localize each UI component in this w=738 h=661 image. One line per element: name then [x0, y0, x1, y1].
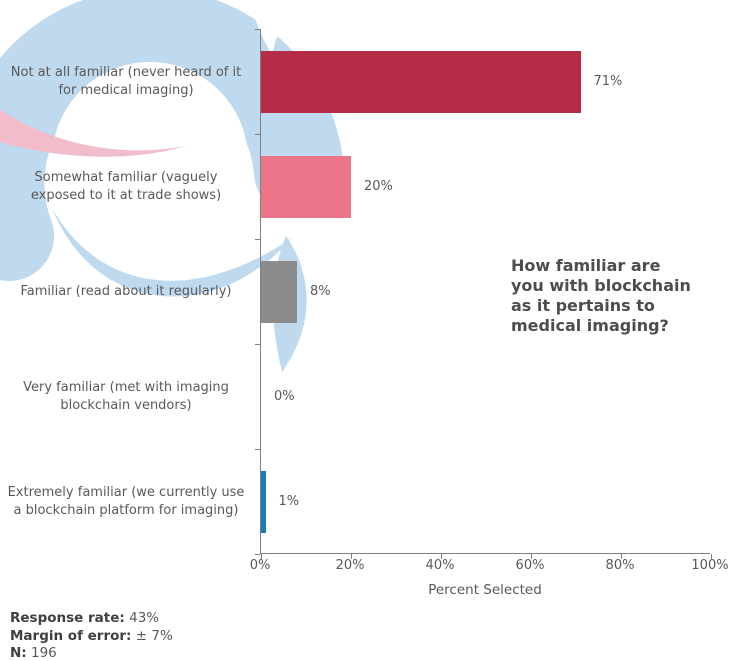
footer-stat-value: 43% — [124, 610, 160, 626]
chart-title-line: How familiar are — [511, 256, 661, 275]
footer-stat-label: N: — [10, 645, 27, 661]
x-axis-tick — [261, 554, 262, 559]
y-axis-tick — [255, 134, 260, 135]
y-axis-tick — [255, 239, 260, 240]
category-label-line: Not at all familiar (never heard of it — [10, 64, 242, 80]
category-label-line: exposed to it at trade shows) — [30, 187, 222, 203]
x-tick-label: 60% — [515, 558, 545, 573]
logo-center-shape — [52, 62, 248, 258]
category-label-line: blockchain vendors) — [60, 397, 192, 413]
logo-pink-crescent-shape — [0, 109, 186, 157]
category-label-line: a blockchain platform for imaging) — [13, 502, 239, 518]
y-axis-tick — [255, 554, 260, 555]
category-label-line: Very familiar (met with imaging — [23, 379, 229, 395]
x-axis-tick — [441, 554, 442, 559]
category-label: Not at all familiar (never heard of it fo… — [0, 29, 252, 134]
footer-stat-value: 196 — [26, 645, 57, 661]
footer-stat-label: Margin of error: — [10, 627, 132, 644]
category-label: Extremely familiar (we currently use a bl… — [0, 449, 252, 554]
chart-title-line: you with blockchain — [511, 276, 691, 295]
chart-title: How familiar are you with blockchain as it… — [511, 256, 721, 336]
x-tick-label: 80% — [605, 558, 635, 573]
category-label-line: Somewhat familiar (vaguely — [34, 169, 218, 185]
x-tick-label: 40% — [425, 558, 455, 573]
bar — [261, 155, 351, 218]
footer-stat-value: ± 7% — [131, 627, 173, 644]
x-tick-label: 0% — [249, 558, 271, 573]
y-axis-tick — [255, 344, 260, 345]
x-axis-tick — [621, 554, 622, 559]
x-tick-label: 100% — [691, 558, 729, 573]
footer-stats: Response rate: 43% Margin of error: ± 7% N… — [10, 610, 173, 661]
category-label-line: Familiar (read about it regularly) — [20, 283, 232, 299]
category-label-line: Extremely familiar (we currently use — [7, 484, 245, 500]
logo-swoosh-shape — [52, 208, 292, 297]
value-label: 8% — [310, 284, 331, 299]
footer-stat-row: Response rate: 43% — [10, 610, 173, 628]
x-axis-tick — [531, 554, 532, 559]
x-axis-tick-labels: 0% 20% 40% 60% 80% 100% — [250, 558, 729, 576]
value-label: 0% — [274, 389, 295, 404]
plot-area: 71% 20% 8% 0% 1% — [255, 29, 712, 559]
x-tick-label: 20% — [335, 558, 365, 573]
chart-title-line: as it pertains to — [511, 296, 655, 315]
value-label: 1% — [278, 494, 300, 509]
category-label-line: for medical imaging) — [58, 82, 194, 98]
x-axis-tick — [351, 554, 352, 559]
bar — [261, 260, 297, 323]
y-axis-tick — [255, 29, 260, 30]
x-axis-tick — [711, 554, 712, 559]
category-label: Familiar (read about it regularly) — [0, 239, 252, 344]
x-axis-title: Percent Selected — [428, 582, 542, 598]
value-label: 71% — [593, 74, 623, 89]
y-axis-tick — [255, 449, 260, 450]
logo-notch-shape — [249, 0, 289, 54]
footer-stat-label: Response rate: — [10, 610, 125, 626]
value-label: 20% — [364, 179, 393, 194]
category-labels-column: Not at all familiar (never heard of it fo… — [0, 29, 252, 554]
category-label: Very familiar (met with imaging blockchai… — [0, 344, 252, 449]
category-label: Somewhat familiar (vaguely exposed to it … — [0, 134, 252, 239]
bar — [261, 50, 581, 113]
footer-stat-row: Margin of error: ± 7% — [10, 628, 173, 646]
bar — [261, 470, 266, 533]
footer-stat-row: N: 196 — [10, 645, 173, 661]
chart-title-line: medical imaging? — [511, 316, 669, 335]
